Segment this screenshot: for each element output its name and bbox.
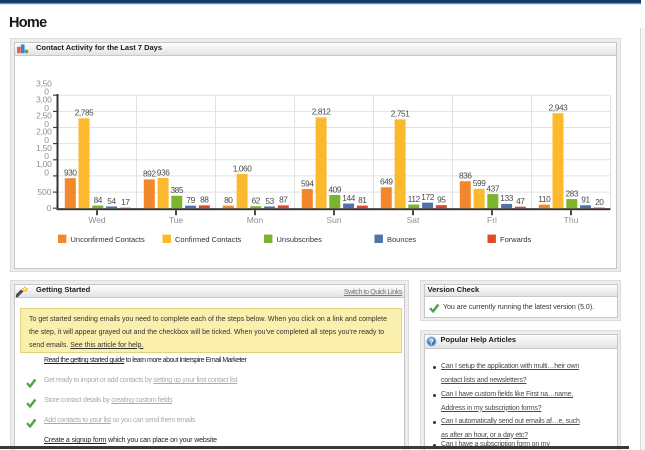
- svg-text:81: 81: [358, 195, 367, 205]
- svg-text:?: ?: [429, 337, 434, 346]
- svg-text:0: 0: [44, 135, 49, 145]
- svg-text:936: 936: [157, 167, 170, 177]
- svg-text:79: 79: [186, 195, 195, 205]
- svg-text:2,785: 2,785: [75, 108, 95, 118]
- svg-text:283: 283: [565, 188, 578, 198]
- svg-text:649: 649: [380, 177, 393, 187]
- svg-text:87: 87: [279, 195, 288, 205]
- svg-text:Wed: Wed: [88, 215, 106, 225]
- svg-text:91: 91: [581, 195, 590, 205]
- svg-text:0: 0: [44, 167, 49, 177]
- svg-text:0: 0: [44, 87, 49, 97]
- svg-text:Unconfirmed Contacts: Unconfirmed Contacts: [71, 235, 145, 244]
- svg-text:437: 437: [486, 183, 499, 193]
- svg-text:80: 80: [224, 195, 233, 205]
- svg-text:2,812: 2,812: [312, 107, 332, 117]
- svg-text:172: 172: [421, 192, 434, 202]
- svg-text:53: 53: [265, 196, 274, 206]
- svg-text:Thu: Thu: [564, 215, 579, 225]
- svg-text:Mon: Mon: [247, 215, 264, 225]
- svg-text:2,50: 2,50: [36, 111, 52, 121]
- svg-text:3,00: 3,00: [36, 95, 52, 105]
- svg-text:Bounces: Bounces: [387, 235, 416, 244]
- svg-text:1,060: 1,060: [233, 163, 253, 173]
- svg-text:2,00: 2,00: [36, 127, 52, 137]
- svg-text:930: 930: [64, 168, 77, 178]
- svg-text:88: 88: [200, 195, 209, 205]
- svg-text:2,751: 2,751: [391, 109, 411, 119]
- svg-text:0: 0: [44, 151, 49, 161]
- svg-text:599: 599: [473, 178, 486, 188]
- svg-text:385: 385: [170, 185, 183, 195]
- svg-text:3,50: 3,50: [36, 78, 52, 88]
- svg-text:133: 133: [500, 193, 513, 203]
- svg-text:144: 144: [342, 193, 355, 203]
- svg-text:0: 0: [44, 103, 49, 113]
- svg-text:0: 0: [44, 119, 49, 129]
- svg-text:Sun: Sun: [326, 215, 341, 225]
- svg-text:110: 110: [538, 194, 551, 204]
- svg-text:Tue: Tue: [169, 215, 184, 225]
- svg-text:Sat: Sat: [407, 215, 420, 225]
- svg-text:62: 62: [252, 196, 261, 206]
- svg-text:1,50: 1,50: [36, 143, 52, 153]
- svg-text:112: 112: [408, 194, 421, 204]
- svg-text:47: 47: [516, 196, 525, 206]
- svg-text:2,943: 2,943: [549, 103, 569, 113]
- svg-text:0: 0: [47, 203, 52, 213]
- svg-text:Fri: Fri: [487, 215, 497, 225]
- svg-text:409: 409: [328, 184, 341, 194]
- svg-text:Forwards: Forwards: [500, 235, 532, 244]
- svg-text:1,00: 1,00: [36, 159, 52, 169]
- svg-text:84: 84: [94, 195, 103, 205]
- svg-text:500: 500: [37, 187, 51, 197]
- svg-text:892: 892: [143, 169, 156, 179]
- svg-text:95: 95: [437, 194, 446, 204]
- svg-text:836: 836: [459, 171, 472, 181]
- svg-text:594: 594: [301, 178, 314, 188]
- svg-text:Confirmed Contacts: Confirmed Contacts: [175, 235, 242, 244]
- svg-text:54: 54: [107, 196, 116, 206]
- svg-text:17: 17: [121, 197, 130, 207]
- svg-text:Unsubscribes: Unsubscribes: [277, 235, 323, 244]
- svg-text:20: 20: [595, 197, 604, 207]
